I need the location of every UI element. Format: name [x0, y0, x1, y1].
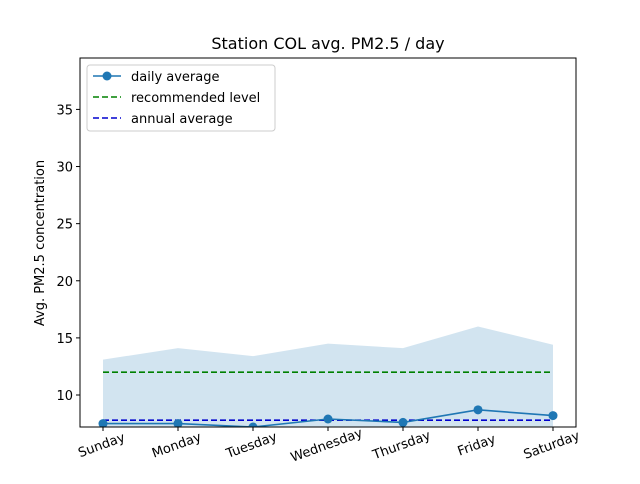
daily-average-point-monday: [173, 419, 183, 427]
daily-average-point-thursday: [398, 417, 408, 427]
chart-title: Station COL avg. PM2.5 / day: [211, 34, 444, 53]
y-axis-label: Avg. PM2.5 concentration: [33, 160, 48, 326]
plot-frame: [79, 57, 577, 428]
legend-label-annual-average: annual average: [131, 112, 233, 127]
daily-average-point-saturday: [548, 411, 558, 421]
daily-average-point-tuesday: [248, 422, 258, 427]
legend-box: [86, 64, 276, 132]
daily-average-point-friday: [473, 405, 483, 415]
daily-average-point-sunday: [98, 419, 108, 427]
legend: daily average recommended level annual ave…: [86, 64, 276, 132]
y-tick-label: 30: [56, 161, 73, 176]
y-tick-label: 20: [56, 275, 73, 290]
plot-content: [98, 326, 558, 427]
range-band: [103, 326, 553, 427]
daily-average-point-wednesday: [323, 414, 333, 424]
legend-marker-daily-average: [102, 71, 112, 81]
legend-label-recommended-level: recommended level: [131, 91, 260, 106]
y-tick-label: 10: [56, 389, 73, 404]
y-tick-label: 25: [56, 218, 73, 233]
y-tick-label: 15: [56, 332, 73, 347]
y-tick-label: 35: [56, 103, 73, 118]
legend-label-daily-average: daily average: [131, 70, 220, 85]
